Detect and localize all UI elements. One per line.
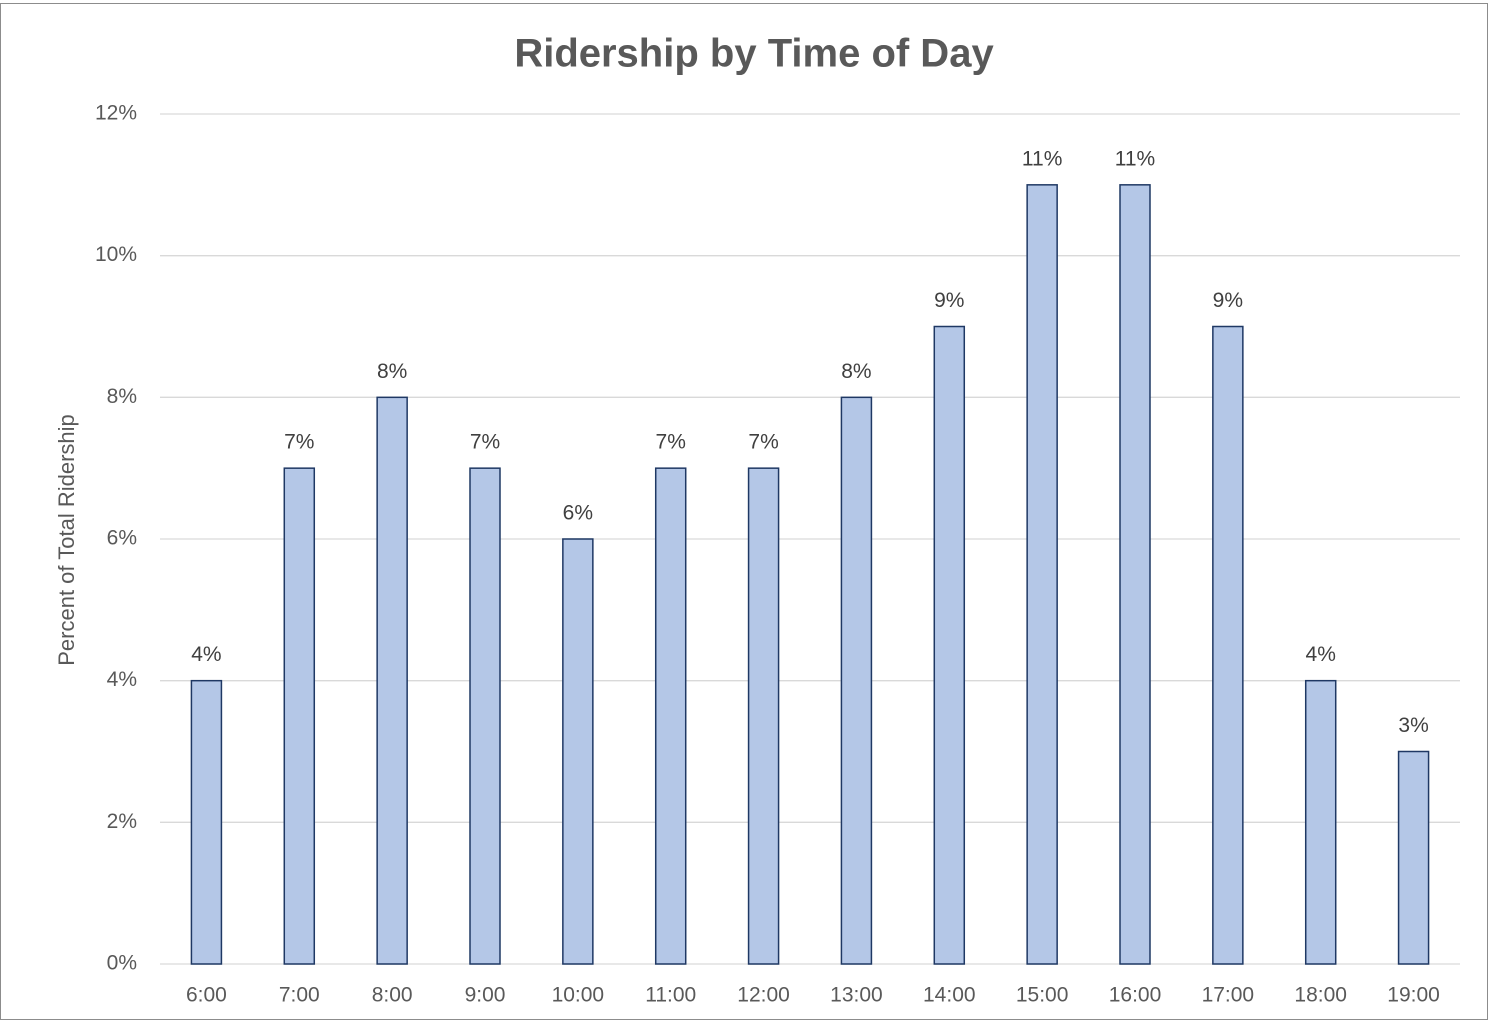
y-axis-label: Percent of Total Ridership xyxy=(54,414,79,666)
data-label: 11% xyxy=(1022,147,1062,170)
data-label: 9% xyxy=(1213,289,1243,312)
x-tick-label: 11:00 xyxy=(645,984,696,1007)
marks xyxy=(190,184,1430,965)
x-tick-label: 7:00 xyxy=(279,984,320,1007)
data-label: 6% xyxy=(563,502,593,525)
y-tick-label: 12% xyxy=(95,102,137,125)
data-label: 8% xyxy=(841,360,871,383)
bar xyxy=(1119,184,1151,965)
y-tick-label: 8% xyxy=(107,385,137,408)
bar xyxy=(747,467,780,965)
x-tick-label: 10:00 xyxy=(552,984,605,1007)
data-label: 7% xyxy=(748,431,778,454)
bar xyxy=(840,396,873,965)
bar xyxy=(469,467,501,965)
bar xyxy=(1212,325,1244,965)
data-label: 7% xyxy=(656,431,686,454)
bar xyxy=(933,325,966,965)
bar xyxy=(654,467,687,965)
x-tick-label: 17:00 xyxy=(1202,984,1255,1007)
data-label: 8% xyxy=(377,360,407,383)
data-label: 11% xyxy=(1115,147,1155,170)
y-tick-label: 10% xyxy=(95,243,137,266)
y-tick-label: 0% xyxy=(107,952,137,975)
bar xyxy=(283,467,316,965)
x-tick-label: 16:00 xyxy=(1109,984,1162,1007)
chart-title: Ridership by Time of Day xyxy=(514,32,994,76)
y-tick-label: 6% xyxy=(107,527,137,550)
x-tick-label: 19:00 xyxy=(1387,984,1440,1007)
y-tick-label: 4% xyxy=(107,668,137,691)
x-tick-label: 12:00 xyxy=(737,984,790,1007)
bar xyxy=(376,396,408,965)
bar xyxy=(1026,184,1058,965)
data-label: 4% xyxy=(1306,643,1336,666)
data-label: 9% xyxy=(934,289,964,312)
data-label: 3% xyxy=(1398,714,1428,737)
x-tick-label: 18:00 xyxy=(1294,984,1347,1007)
x-tick-label: 14:00 xyxy=(923,984,976,1007)
data-label: 7% xyxy=(284,431,314,454)
x-tick-label: 9:00 xyxy=(465,984,506,1007)
data-label: 7% xyxy=(470,431,500,454)
bar xyxy=(190,679,223,965)
x-tick-label: 13:00 xyxy=(830,984,883,1007)
data-label: 4% xyxy=(191,643,221,666)
bar xyxy=(562,538,594,965)
x-tick-label: 6:00 xyxy=(186,984,227,1007)
bar xyxy=(1304,679,1337,965)
x-tick-label: 8:00 xyxy=(372,984,413,1007)
chart-frame xyxy=(0,3,1488,1020)
y-tick-label: 2% xyxy=(107,810,137,833)
x-tick-label: 15:00 xyxy=(1016,984,1069,1007)
bar xyxy=(1397,750,1430,965)
